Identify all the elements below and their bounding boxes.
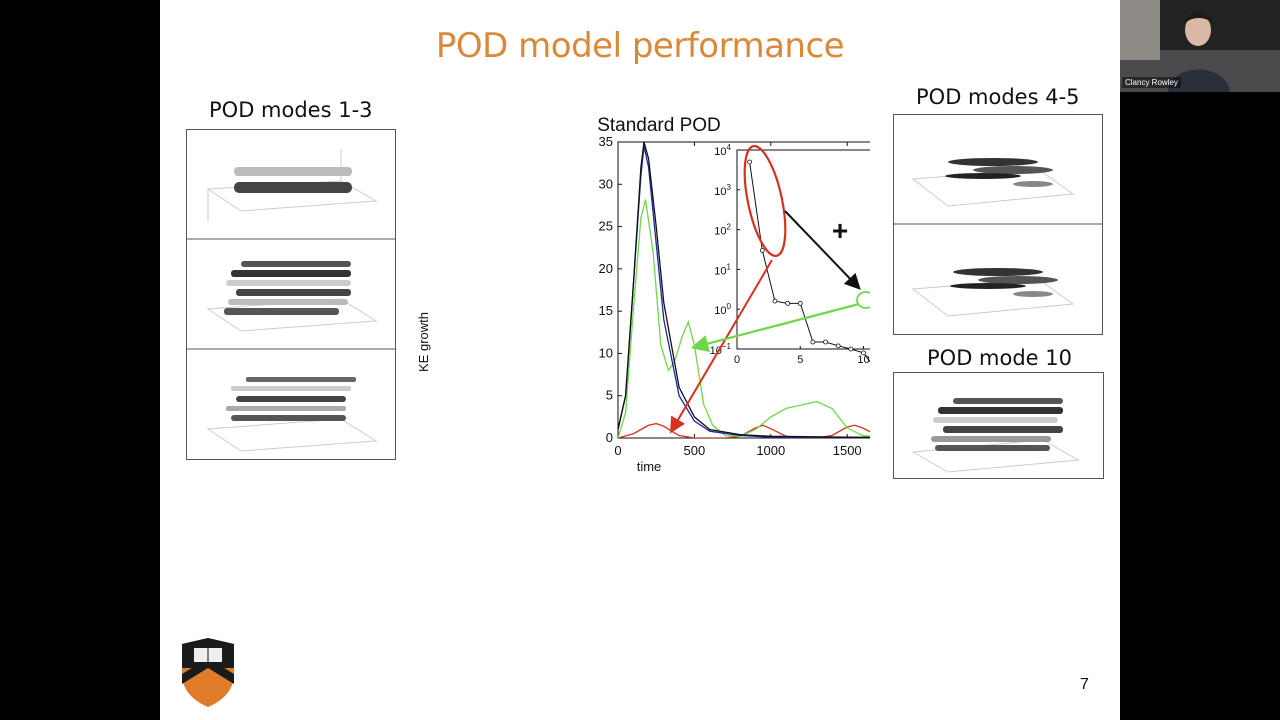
inset-y-tick-label: 104 xyxy=(714,143,731,158)
inset-y-tick-label: 103 xyxy=(714,183,731,198)
princeton-shield-logo xyxy=(182,638,234,707)
inset-data-point xyxy=(759,248,765,253)
inset-data-point xyxy=(772,298,778,304)
series-line-black xyxy=(618,142,870,438)
mode-box-2 xyxy=(206,261,378,332)
inset-data-point xyxy=(861,350,866,356)
y-tick-label: 30 xyxy=(599,176,613,191)
mode-box-5 xyxy=(911,268,1075,317)
mode-box-3 xyxy=(206,377,378,452)
red-ellipse-annotation xyxy=(743,145,787,257)
inset-data-point xyxy=(848,346,854,352)
x-axis-label: time xyxy=(637,459,662,474)
inset-y-tick-label: 100 xyxy=(714,302,731,317)
mode-box-10 xyxy=(911,398,1080,473)
page-number: 7 xyxy=(1080,676,1089,693)
pod-mode-10-figure xyxy=(893,372,1104,479)
y-axis-label: KE growth xyxy=(416,312,431,372)
inset-y-tick-label: 102 xyxy=(714,223,731,238)
y-tick-label: 15 xyxy=(599,303,613,318)
slide: POD model performance POD modes 1-3 xyxy=(160,0,1120,720)
slide-title: POD model performance xyxy=(435,26,845,66)
inset-data-point xyxy=(810,339,816,345)
x-tick-label: 0 xyxy=(614,443,621,458)
pod-modes-1-3-title: POD modes 1-3 xyxy=(209,98,373,122)
pod-modes-1-3-figure xyxy=(186,129,396,460)
inset-x-tick-label: 10 xyxy=(857,354,869,366)
x-tick-label: 500 xyxy=(684,443,706,458)
presenter-video-tile[interactable]: Clancy Rowley xyxy=(1120,0,1280,92)
chart-title: Standard POD xyxy=(597,115,721,136)
mode-box-4 xyxy=(911,158,1075,207)
presenter-name: Clancy Rowley xyxy=(1122,77,1181,88)
inset-plot-frame xyxy=(736,149,870,350)
green-arrow xyxy=(690,302,860,353)
inset-data-point xyxy=(785,300,791,306)
main-plot-area: 0500100015002000250005101520253035051015… xyxy=(599,134,870,458)
series-line-green xyxy=(618,199,870,438)
pod-mode-10-title: POD mode 10 xyxy=(927,346,1072,370)
inset-data-point xyxy=(747,159,753,165)
x-tick-label: 1000 xyxy=(756,443,785,458)
inset-y-tick-label: 10−1 xyxy=(710,342,732,357)
y-tick-label: 35 xyxy=(599,134,613,149)
y-tick-label: 25 xyxy=(599,219,613,234)
inset-data-point xyxy=(797,300,803,306)
y-tick-label: 10 xyxy=(599,345,613,360)
mode-box-1 xyxy=(206,149,378,221)
inset-data-point xyxy=(823,339,828,345)
plus-annotation: + xyxy=(832,215,848,246)
y-tick-label: 0 xyxy=(606,430,613,445)
ke-growth-chart: Standard POD KE growth time 0 500 1000 1500… xyxy=(416,115,870,474)
presenter-video-frame xyxy=(1120,0,1280,92)
y-tick-label: 20 xyxy=(599,261,613,276)
inset-x-tick-label: 0 xyxy=(734,354,740,366)
pod-modes-4-5-title: POD modes 4-5 xyxy=(916,85,1080,109)
inset-x-tick-label: 5 xyxy=(797,354,803,366)
inset-data-point xyxy=(835,343,841,349)
y-tick-label: 5 xyxy=(606,388,613,403)
inset-y-tick-label: 101 xyxy=(714,262,731,277)
pod-modes-4-5-figure xyxy=(893,114,1103,335)
green-circle-annotation xyxy=(856,291,870,309)
red-arrow xyxy=(669,259,773,434)
x-tick-label: 1500 xyxy=(833,443,862,458)
black-arrow xyxy=(784,210,861,290)
